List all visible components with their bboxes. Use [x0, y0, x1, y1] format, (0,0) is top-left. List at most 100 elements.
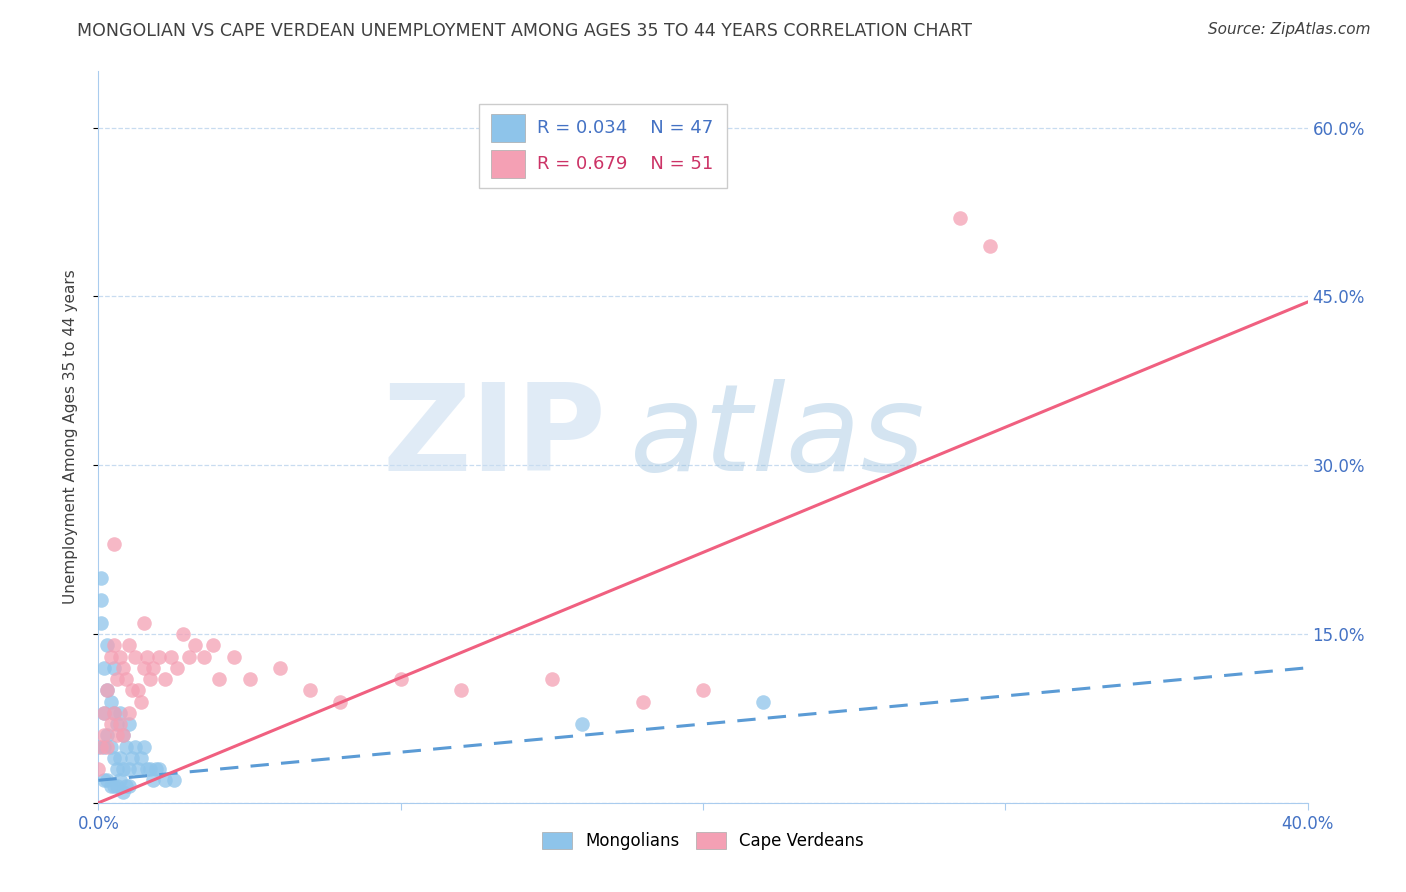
Point	[121, 683, 143, 698]
Point	[103, 706, 125, 720]
Y-axis label: Unemployment Among Ages 35 to 44 years: Unemployment Among Ages 35 to 44 years	[63, 269, 77, 605]
Point	[631, 694, 654, 708]
Point	[93, 706, 115, 720]
Point	[93, 773, 115, 788]
FancyBboxPatch shape	[479, 104, 727, 188]
Point	[103, 706, 125, 720]
Text: atlas: atlas	[630, 378, 925, 496]
Legend: Mongolians, Cape Verdeans: Mongolians, Cape Verdeans	[536, 825, 870, 856]
Text: R = 0.034    N = 47: R = 0.034 N = 47	[537, 119, 714, 136]
Point	[129, 751, 152, 765]
Point	[105, 779, 128, 793]
Point	[184, 638, 207, 652]
Point	[111, 661, 134, 675]
Point	[450, 683, 472, 698]
Point	[87, 739, 110, 754]
Text: MONGOLIAN VS CAPE VERDEAN UNEMPLOYMENT AMONG AGES 35 TO 44 YEARS CORRELATION CHA: MONGOLIAN VS CAPE VERDEAN UNEMPLOYMENT A…	[77, 22, 973, 40]
Point	[121, 751, 143, 765]
Point	[139, 762, 162, 776]
Point	[105, 762, 128, 776]
Point	[111, 728, 134, 742]
Point	[114, 672, 136, 686]
Point	[118, 717, 141, 731]
Point	[118, 779, 141, 793]
Point	[100, 649, 122, 664]
Point	[87, 762, 110, 776]
Point	[103, 779, 125, 793]
Point	[132, 615, 155, 630]
Point	[329, 694, 352, 708]
Point	[103, 537, 125, 551]
Point	[135, 762, 157, 776]
Point	[108, 717, 131, 731]
Point	[299, 683, 322, 698]
Point	[105, 728, 128, 742]
Point	[132, 739, 155, 754]
Point	[90, 571, 112, 585]
Text: ZIP: ZIP	[382, 378, 606, 496]
Point	[135, 649, 157, 664]
Point	[142, 661, 165, 675]
Point	[224, 649, 246, 664]
Point	[111, 762, 134, 776]
Point	[540, 672, 562, 686]
Point	[90, 615, 112, 630]
Point	[208, 672, 231, 686]
Point	[96, 739, 118, 754]
Point	[124, 649, 146, 664]
Point	[100, 779, 122, 793]
Point	[114, 739, 136, 754]
Point	[96, 728, 118, 742]
Text: Source: ZipAtlas.com: Source: ZipAtlas.com	[1208, 22, 1371, 37]
Point	[139, 672, 162, 686]
Point	[108, 773, 131, 788]
Point	[752, 694, 775, 708]
Point	[269, 661, 291, 675]
Point	[118, 762, 141, 776]
Point	[114, 779, 136, 793]
Point	[172, 627, 194, 641]
Point	[108, 751, 131, 765]
Point	[239, 672, 262, 686]
Point	[118, 638, 141, 652]
Point	[145, 762, 167, 776]
Point	[100, 717, 122, 731]
Point	[103, 751, 125, 765]
Point	[96, 638, 118, 652]
Point	[90, 593, 112, 607]
Point	[96, 773, 118, 788]
Point	[160, 649, 183, 664]
Point	[389, 672, 412, 686]
Point	[127, 683, 149, 698]
Point	[105, 672, 128, 686]
Point	[153, 773, 176, 788]
Point	[193, 649, 215, 664]
Text: R = 0.679    N = 51: R = 0.679 N = 51	[537, 155, 714, 173]
Point	[103, 661, 125, 675]
Point	[124, 739, 146, 754]
Point	[100, 694, 122, 708]
Point	[202, 638, 225, 652]
Point	[979, 239, 1001, 253]
FancyBboxPatch shape	[492, 114, 526, 142]
Point	[166, 661, 188, 675]
Point	[108, 649, 131, 664]
Point	[179, 649, 201, 664]
Point	[111, 728, 134, 742]
Point	[108, 706, 131, 720]
Point	[127, 762, 149, 776]
Point	[93, 739, 115, 754]
Point	[100, 739, 122, 754]
Point	[949, 211, 972, 225]
Point	[96, 683, 118, 698]
Point	[129, 694, 152, 708]
Point	[571, 717, 593, 731]
FancyBboxPatch shape	[492, 151, 526, 178]
Point	[105, 717, 128, 731]
Point	[163, 773, 186, 788]
Point	[148, 649, 170, 664]
Point	[118, 706, 141, 720]
Point	[148, 762, 170, 776]
Point	[93, 706, 115, 720]
Point	[111, 784, 134, 798]
